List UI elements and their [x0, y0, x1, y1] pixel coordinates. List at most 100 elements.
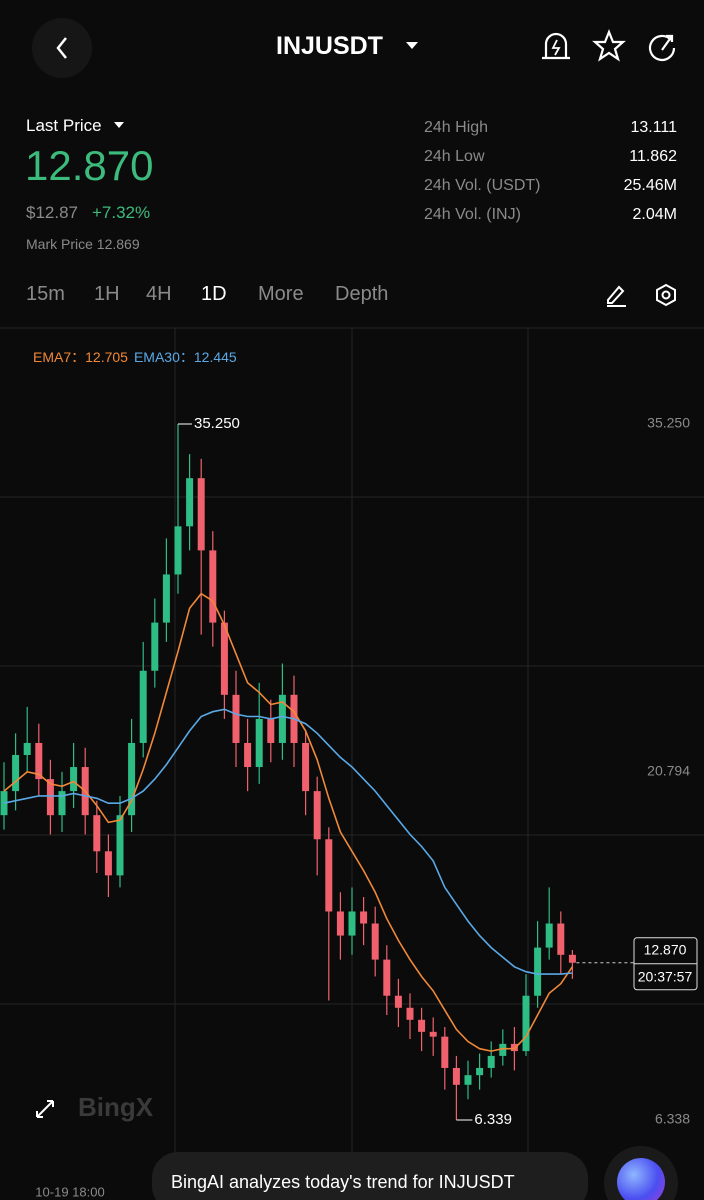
dropdown-icon [114, 122, 124, 128]
dropdown-icon[interactable] [404, 40, 420, 52]
candle-body [383, 959, 391, 996]
price-change: +7.32% [92, 203, 151, 222]
interval-tab[interactable]: 4H [146, 283, 172, 305]
candle-body [278, 694, 286, 743]
ema-line [3, 708, 573, 975]
countdown-label: 20:37:57 [638, 968, 693, 984]
favorite-icon[interactable] [592, 29, 626, 62]
candle-body [174, 526, 182, 575]
candle-body [313, 791, 321, 840]
ai-banner[interactable]: BingAI analyzes today's trend for INJUSD… [152, 1152, 588, 1200]
ema-legend: EMA7：12.705 EMA30：12.445 [33, 347, 243, 367]
candle-body [487, 1055, 495, 1068]
legend-value: 12.705 [85, 349, 128, 365]
candle-body [209, 550, 217, 623]
candle-body [568, 954, 576, 963]
max-marker-label: 35.250 [194, 415, 240, 432]
candle-body [406, 1007, 414, 1020]
ai-button[interactable] [604, 1146, 678, 1200]
candle-body [348, 911, 356, 936]
candle-body [197, 478, 205, 551]
interval-tab[interactable]: Depth [335, 283, 389, 305]
symbol-title[interactable]: INJUSDT [276, 32, 383, 60]
interval-tab[interactable]: More [258, 283, 304, 305]
grid [0, 327, 704, 1200]
candle-body [394, 995, 402, 1008]
x-tick-label: 10-19 18:00 [35, 1184, 104, 1199]
y-tick-label: 35.250 [647, 415, 690, 431]
back-icon [56, 37, 67, 59]
candle-body [116, 815, 124, 876]
candle-body [429, 1031, 437, 1037]
legend-separator: ： [71, 349, 86, 365]
candle-body [476, 1067, 484, 1076]
candle-body [186, 478, 194, 527]
candle-body [452, 1067, 460, 1085]
stat-label: 24h Vol. (USDT) [424, 177, 541, 194]
candle-body [534, 947, 542, 996]
candle-body [220, 622, 228, 695]
candle-body [23, 742, 31, 756]
candle-body [360, 911, 368, 924]
min-marker-label: 6.339 [474, 1111, 512, 1128]
ema-line [3, 592, 574, 1052]
y-tick-label: 20.794 [647, 763, 690, 779]
candle-body [244, 742, 252, 768]
candle-body [371, 923, 379, 960]
legend-name: EMA7 [33, 349, 72, 365]
usd-price: $12.87 [26, 203, 78, 222]
back-button[interactable] [32, 18, 92, 78]
ai-banner-text: BingAI analyzes today's trend for INJUSD… [171, 1172, 515, 1192]
candle-body [104, 851, 112, 876]
last-price-label: 12.870 [644, 941, 687, 957]
mark-price: Mark Price 12.869 [26, 236, 140, 252]
candle-body [255, 718, 263, 768]
candle-body [499, 1043, 507, 1056]
last-price-label[interactable]: Last Price [26, 116, 102, 135]
candle-body [510, 1043, 518, 1052]
alert-icon[interactable] [542, 32, 570, 60]
header-icons [542, 29, 676, 62]
chart-tools [607, 283, 676, 307]
settings-icon[interactable] [656, 283, 676, 307]
stat-value: 13.111 [630, 119, 677, 136]
stat-label: 24h High [424, 119, 489, 136]
candle-body [418, 1019, 426, 1032]
candle-body [93, 815, 101, 852]
candle-body [35, 742, 43, 780]
stat-value: 11.862 [629, 148, 677, 165]
legend-separator: ： [179, 349, 194, 365]
candle-body [232, 694, 240, 743]
interval-tab[interactable]: 15m [26, 283, 65, 305]
candle-body [139, 670, 147, 743]
candle-body [12, 755, 20, 792]
last-price: 12.870 [25, 142, 154, 189]
stat-value: 2.04M [632, 206, 677, 223]
candle-body [464, 1075, 472, 1085]
candle-body [151, 622, 159, 671]
candle-body [128, 742, 136, 816]
interval-tab[interactable]: 1D [201, 283, 227, 305]
share-icon[interactable] [648, 34, 676, 62]
candle-body [70, 767, 78, 792]
candle-body [267, 718, 275, 743]
candle-body [162, 574, 170, 623]
candle-body [58, 791, 66, 816]
stat-label: 24h Low [424, 148, 485, 165]
candle-body [441, 1036, 449, 1068]
legend-name: EMA30 [133, 349, 180, 365]
stat-value: 25.46M [623, 177, 677, 194]
stat-label: 24h Vol. (INJ) [424, 206, 521, 223]
candle-body [46, 779, 54, 816]
expand-icon[interactable] [36, 1100, 54, 1118]
draw-icon[interactable] [607, 285, 626, 307]
candle-body [557, 923, 565, 955]
legend-value: 12.445 [193, 349, 237, 365]
ai-orb [617, 1158, 665, 1200]
candle-body [336, 911, 344, 936]
interval-tab[interactable]: 1H [94, 283, 120, 305]
